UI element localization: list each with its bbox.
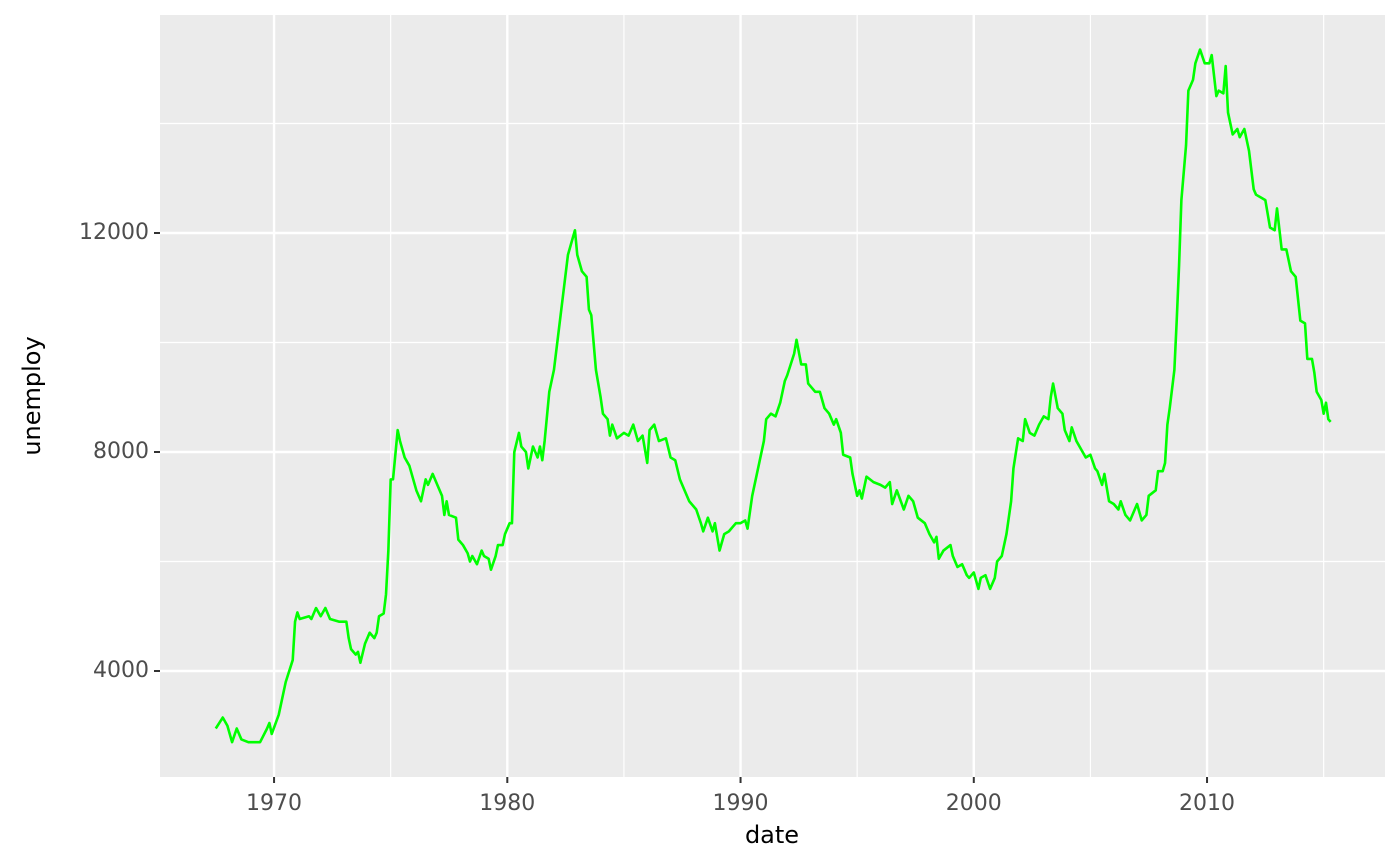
y-axis-title: unemploy (18, 336, 46, 455)
y-tick-label: 8000 (93, 439, 149, 464)
panel (160, 15, 1385, 777)
x-tick-label: 2010 (1179, 791, 1235, 816)
x-tick-label: 1980 (479, 791, 535, 816)
y-tick-label: 12000 (79, 220, 149, 245)
y-tick-label: 4000 (93, 658, 149, 683)
x-tick-label: 1990 (713, 791, 769, 816)
x-tick-label: 1970 (246, 791, 302, 816)
x-axis-title: date (745, 821, 799, 849)
x-tick-label: 2000 (946, 791, 1002, 816)
data-line (214, 48, 1332, 744)
